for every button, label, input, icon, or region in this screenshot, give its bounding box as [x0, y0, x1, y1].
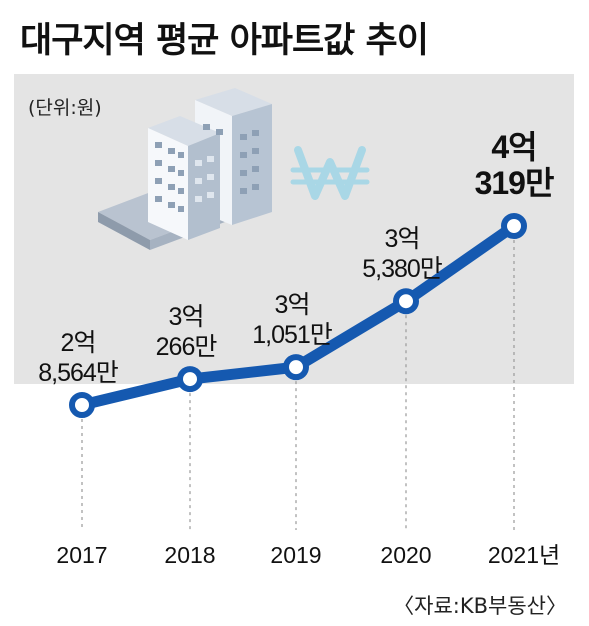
grid-lines [81, 226, 515, 530]
data-label-4-line-0: 4억 [491, 129, 536, 165]
data-point-2 [283, 354, 309, 381]
x-tick-4: 2021년 [488, 542, 560, 568]
data-label-1-line-1: 266만 [156, 333, 218, 361]
data-label-2-line-0: 3억 [275, 291, 310, 319]
data-markers [69, 213, 527, 418]
apartment-buildings-icon [98, 88, 272, 250]
background-panel [14, 74, 574, 384]
data-point-1 [177, 366, 203, 393]
data-label-0-line-1: 8,564만 [38, 359, 119, 387]
data-point-4 [501, 213, 527, 239]
chart-title: 대구지역 평균 아파트값 추이 [20, 21, 429, 61]
data-label-3-line-0: 3억 [385, 225, 420, 253]
data-point-0 [69, 392, 95, 418]
x-tick-1: 2018 [164, 542, 215, 568]
data-label-3-line-1: 5,380만 [362, 255, 443, 283]
x-tick-3: 2020 [380, 542, 431, 568]
source-note: 〈자료:KB부동산〉 [393, 594, 567, 618]
unit-label: (단위:원) [28, 97, 102, 119]
data-label-4-line-1: 319만 [475, 165, 554, 201]
data-label-0-line-0: 2억 [61, 329, 96, 357]
won-sign-icon [290, 146, 370, 200]
x-tick-0: 2017 [56, 542, 107, 568]
data-point-3 [393, 288, 419, 315]
data-label-1-line-0: 3억 [169, 303, 204, 331]
data-label-2-line-1: 1,051만 [252, 321, 333, 349]
x-axis-ticks: 2017 2018 2019 2020 2021년 [56, 542, 560, 568]
x-tick-2: 2019 [270, 542, 321, 568]
